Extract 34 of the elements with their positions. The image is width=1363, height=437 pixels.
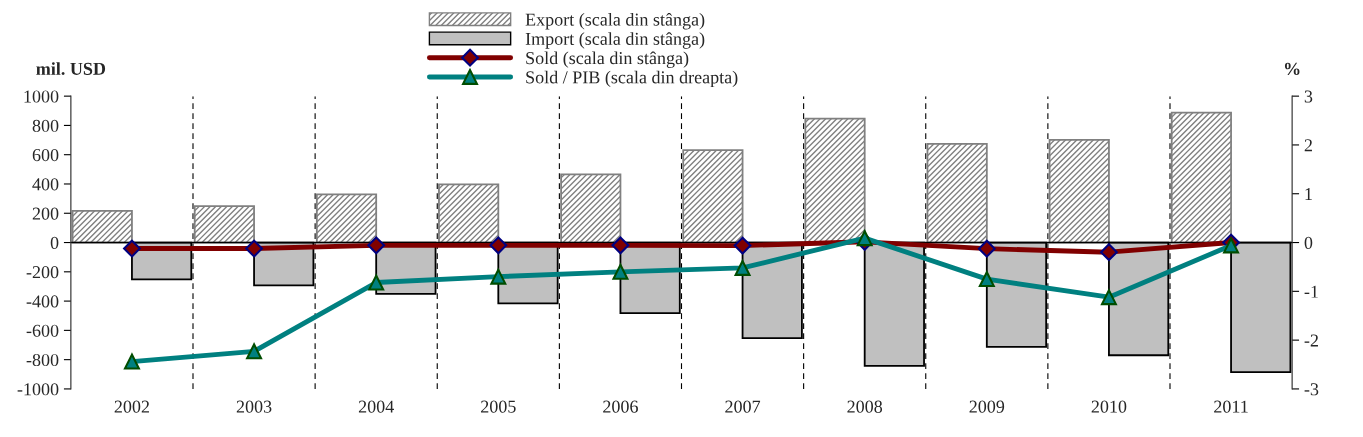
y-tick-label: 400 xyxy=(32,178,59,191)
y2-tick-label: 1 xyxy=(1305,188,1312,200)
y2-tick-label: -2 xyxy=(1304,334,1318,347)
y-tick-label: -600 xyxy=(26,324,59,337)
legend-label: Sold (scala din stânga) xyxy=(526,51,689,68)
legend-label: Export (scala din stânga) xyxy=(525,12,705,30)
y2-tick-label: -3 xyxy=(1304,383,1319,396)
y-tick-label: -800 xyxy=(26,353,59,367)
x-tick-label: 2002 xyxy=(114,400,149,413)
y-tick-label: -1000 xyxy=(17,383,59,396)
x-tick-label: 2004 xyxy=(358,400,394,413)
y-tick-label: 200 xyxy=(32,207,59,220)
y-axis-title: mil. USD xyxy=(36,62,106,75)
x-tick-label: 2005 xyxy=(481,400,516,413)
x-tick-label: 2011 xyxy=(1214,400,1248,413)
y-tick-label: 800 xyxy=(32,119,59,132)
x-tick-label: 2003 xyxy=(236,400,272,413)
x-tick-label: 2007 xyxy=(725,400,761,413)
y2-tick-label: -1 xyxy=(1304,285,1318,298)
y-tick-label: -400 xyxy=(26,295,59,308)
y2-tick-label: 2 xyxy=(1304,139,1312,152)
y-tick-label: 0 xyxy=(50,236,59,249)
y-tick-label: -200 xyxy=(26,266,59,279)
y2-axis-title: % xyxy=(1284,62,1300,75)
legend-label: Sold / PIB (scala din dreapta) xyxy=(526,70,738,88)
y-tick-label: 1000 xyxy=(24,90,59,103)
x-tick-label: 2010 xyxy=(1091,400,1127,413)
y2-tick-label: 0 xyxy=(1304,236,1313,249)
x-tick-label: 2006 xyxy=(603,400,638,413)
legend-label: Import (scala din stânga) xyxy=(525,32,705,49)
y2-tick-label: 3 xyxy=(1304,90,1313,103)
x-tick-label: 2008 xyxy=(847,400,883,413)
x-tick-label: 2009 xyxy=(969,400,1005,413)
y-tick-label: 600 xyxy=(32,148,59,162)
